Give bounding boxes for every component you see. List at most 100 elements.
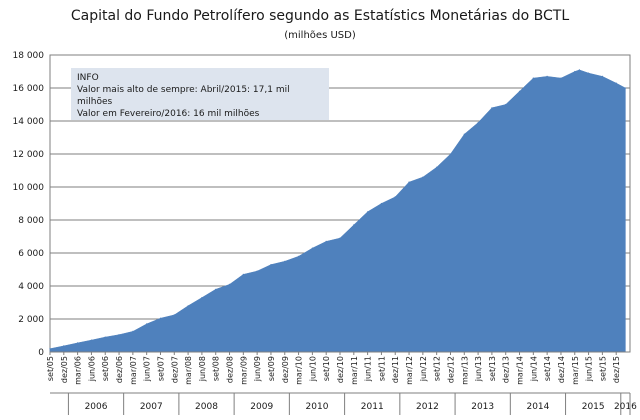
- x-tick-label: jun/11: [364, 356, 373, 382]
- data-point: [477, 122, 479, 124]
- data-point: [63, 345, 65, 347]
- chart-title: Capital do Fundo Petrolífero segundo as …: [70, 8, 570, 24]
- x-tick-label: jun/12: [419, 356, 428, 382]
- data-point: [353, 224, 355, 226]
- x-tick-label: dez/14: [557, 356, 566, 383]
- x-tick-label: set/11: [377, 356, 386, 381]
- data-point: [339, 237, 341, 239]
- data-point: [394, 196, 396, 198]
- data-point: [118, 334, 120, 336]
- data-point: [146, 323, 148, 325]
- y-tick-label: 12 000: [13, 150, 45, 160]
- x-tick-label: dez/06: [115, 356, 124, 383]
- x-tick-label: mar/07: [129, 356, 138, 385]
- x-tick-label: set/08: [212, 356, 221, 381]
- x-tick-label: dez/13: [502, 356, 511, 383]
- chart-subtitle: (milhões USD): [284, 30, 356, 41]
- x-tick-label: mar/12: [405, 356, 414, 385]
- x-tick-label: jun/09: [253, 356, 262, 382]
- year-label: 2010: [306, 402, 329, 412]
- x-tick-label: set/15: [598, 356, 607, 381]
- x-tick-label: set/09: [267, 356, 276, 381]
- year-label: 2006: [85, 402, 108, 412]
- x-tick-label: mar/13: [460, 356, 469, 385]
- data-point: [380, 202, 382, 205]
- x-tick-label: mar/15: [571, 356, 580, 385]
- x-tick-label: mar/06: [74, 356, 83, 385]
- data-point: [560, 77, 562, 79]
- year-label: 2007: [140, 402, 163, 412]
- year-label: 2009: [250, 402, 273, 412]
- x-tick-label: jun/08: [198, 356, 207, 382]
- data-point: [449, 153, 452, 155]
- x-tick-label: dez/12: [446, 356, 455, 383]
- x-tick-label: jun/07: [143, 356, 152, 382]
- data-point: [201, 297, 203, 299]
- data-point: [159, 317, 162, 319]
- x-tick-label: set/07: [156, 356, 165, 381]
- data-point: [518, 90, 521, 92]
- data-point: [505, 103, 507, 106]
- data-point: [588, 72, 590, 74]
- x-tick-label: set/06: [101, 356, 110, 381]
- x-tick-label: dez/15: [612, 356, 621, 383]
- x-tick-label: mar/08: [184, 356, 193, 385]
- x-tick-label: dez/11: [391, 356, 400, 383]
- year-label: 2011: [361, 402, 384, 412]
- data-point: [367, 211, 369, 213]
- data-point: [298, 255, 300, 257]
- data-point: [311, 247, 313, 249]
- data-point: [325, 240, 327, 242]
- data-point: [77, 342, 79, 344]
- year-label: 2013: [471, 402, 494, 412]
- data-point: [601, 75, 604, 77]
- year-label: 2014: [526, 402, 549, 412]
- data-point: [408, 181, 410, 183]
- data-point: [284, 260, 286, 262]
- x-tick-label: jun/13: [474, 356, 483, 382]
- x-tick-label: dez/09: [281, 356, 290, 383]
- x-tick-label: mar/09: [239, 356, 248, 385]
- data-point: [132, 330, 134, 332]
- data-point: [270, 264, 272, 266]
- x-tick-label: jun/06: [87, 356, 96, 382]
- y-tick-label: 6 000: [18, 249, 44, 259]
- x-tick-label: jun/10: [308, 356, 317, 382]
- x-tick-label: set/05: [46, 356, 55, 381]
- info-heading: INFO: [77, 73, 99, 83]
- y-tick-label: 16 000: [13, 84, 45, 94]
- data-point: [422, 176, 424, 178]
- info-box: INFO Valor mais alto de sempre: Abril/20…: [71, 68, 329, 120]
- x-tick-label: mar/14: [516, 356, 525, 385]
- data-point: [49, 348, 51, 350]
- data-point: [578, 69, 581, 71]
- data-point: [532, 77, 534, 79]
- year-label: 2008: [195, 402, 218, 412]
- y-tick-label: 14 000: [13, 117, 45, 127]
- data-point: [436, 166, 438, 168]
- data-point: [228, 283, 231, 285]
- x-tick-label: jun/15: [585, 356, 594, 382]
- x-tick-label: dez/05: [60, 356, 69, 383]
- data-point: [242, 273, 244, 275]
- data-point: [624, 87, 627, 89]
- y-tick-label: 18 000: [13, 51, 45, 61]
- data-point: [615, 82, 617, 84]
- x-tick-label: jun/14: [529, 356, 538, 382]
- x-tick-label: dez/10: [336, 356, 345, 383]
- data-point: [546, 75, 548, 77]
- data-point: [215, 288, 217, 290]
- data-point: [574, 70, 576, 73]
- x-tick-label: set/10: [322, 356, 331, 381]
- info-line-2: Valor em Fevereiro/2016: 16 mil milhões: [77, 109, 260, 119]
- y-tick-label: 2 000: [18, 315, 44, 325]
- data-point: [463, 133, 465, 135]
- info-line-1: Valor mais alto de sempre: Abril/2015: 1…: [77, 85, 290, 107]
- x-tick-label: set/14: [543, 356, 552, 381]
- y-tick-label: 0: [38, 348, 44, 358]
- x-tick-label: set/12: [433, 356, 442, 381]
- data-point: [173, 314, 175, 316]
- y-tick-label: 10 000: [13, 183, 45, 193]
